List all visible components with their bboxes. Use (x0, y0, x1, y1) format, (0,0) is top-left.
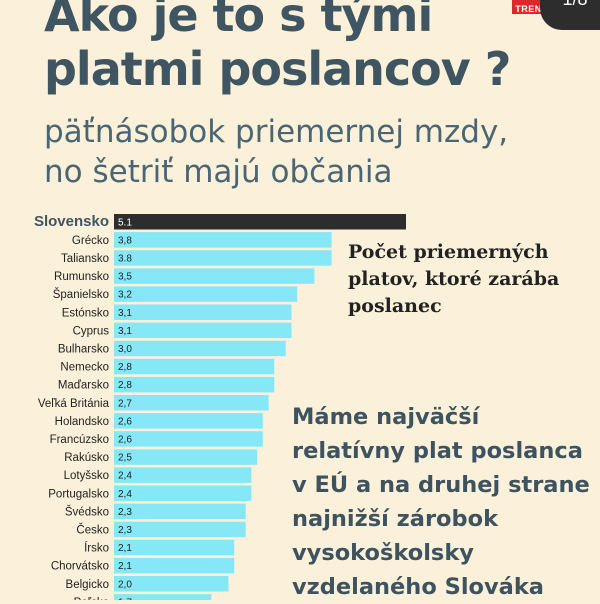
value-label-14: 2,4 (118, 471, 132, 482)
bar-6 (114, 322, 292, 339)
value-label-11: 2,6 (118, 416, 132, 427)
bar-9 (114, 376, 275, 393)
page-counter: 1/8 (540, 0, 600, 30)
category-label-19: Chorvátsko (51, 561, 109, 573)
category-label-16: Švédsko (65, 505, 109, 518)
value-label-2: 3.8 (118, 253, 132, 264)
page-subtitle: päťnásobok priemernej mzdy, no šetriť ma… (44, 112, 508, 192)
bar-10 (114, 395, 269, 411)
chart-legend-text: Počet priemerných platov, ktoré zarába p… (348, 239, 559, 320)
category-label-6: Cyprus (73, 325, 110, 337)
bar-8 (114, 358, 275, 375)
value-label-9: 2,8 (118, 380, 132, 391)
title-line-1: Ako je to s tými (44, 0, 433, 42)
category-label-11: Holandsko (55, 416, 109, 428)
bar-20 (114, 576, 229, 592)
value-label-20: 2,0 (118, 579, 132, 590)
category-label-10: Veľká Británia (38, 398, 110, 410)
category-label-0: Slovensko (34, 213, 109, 230)
bar-5 (114, 304, 292, 320)
category-label-20: Belgicko (66, 579, 109, 591)
bar-17 (114, 521, 246, 538)
value-label-21: 1,7 (118, 597, 132, 600)
category-label-21: Poľsko (74, 597, 109, 600)
value-label-15: 2,4 (118, 489, 132, 500)
value-label-5: 3,1 (118, 308, 132, 319)
bar-2 (114, 250, 332, 266)
category-label-15: Portugalsko (48, 488, 109, 500)
category-label-3: Rumunsko (54, 271, 109, 283)
value-label-16: 2,3 (118, 507, 132, 518)
bar-11 (114, 413, 263, 429)
bar-1 (114, 232, 332, 248)
value-label-8: 2,8 (118, 362, 132, 373)
value-label-12: 2,6 (118, 434, 132, 445)
category-label-8: Nemecko (60, 362, 109, 374)
bar-0 (114, 214, 406, 230)
bar-chart: Slovensko 5.1 Grécko 3,8 Taliansko 3.8 Rumunsk… (34, 213, 406, 600)
category-label-12: Francúzsko (50, 434, 109, 446)
bar-15 (114, 485, 252, 501)
bar-14 (114, 467, 252, 483)
category-label-4: Španielsko (53, 288, 109, 301)
category-label-9: Maďarsko (58, 380, 109, 392)
value-label-13: 2,5 (118, 453, 132, 464)
message-line-1: Máme najväčší (292, 404, 480, 430)
category-label-18: Írsko (84, 542, 109, 555)
bar-21 (114, 594, 212, 600)
bar-4 (114, 286, 298, 302)
value-label-4: 3,2 (118, 290, 132, 301)
category-label-5: Estónsko (62, 307, 109, 319)
value-label-6: 3,1 (118, 326, 132, 337)
message-line-5: vysokoškolsky (292, 540, 474, 566)
message-line-3: v EÚ a na druhej strane (292, 472, 590, 498)
category-label-1: Grécko (72, 235, 109, 247)
page-title: Ako je to s tými platmi poslancov ? (44, 0, 511, 96)
legend-line-1: Počet priemerných (348, 241, 549, 263)
value-label-0: 5.1 (118, 217, 132, 228)
bar-12 (114, 431, 263, 447)
bar-7 (114, 340, 286, 357)
bar-16 (114, 503, 246, 520)
value-label-7: 3,0 (118, 344, 132, 355)
message-line-4: najnižší zárobok (292, 506, 499, 532)
bar-19 (114, 557, 235, 574)
value-label-1: 3,8 (118, 235, 132, 246)
title-line-2: platmi poslancov ? (44, 42, 511, 96)
category-label-14: Lotyšsko (64, 470, 109, 482)
subtitle-line-1: päťnásobok priemernej mzdy, (44, 114, 509, 150)
bar-3 (114, 268, 315, 284)
key-message: Máme najväčší relatívny plat poslanca v … (292, 400, 590, 604)
value-label-17: 2,3 (118, 525, 132, 536)
legend-line-3: poslanec (348, 295, 442, 317)
value-label-19: 2,1 (118, 561, 132, 572)
message-line-2: relatívny plat poslanca (292, 438, 583, 464)
value-label-18: 2,1 (118, 543, 132, 554)
category-label-13: Rakúsko (64, 452, 109, 464)
value-label-3: 3,5 (118, 272, 132, 283)
value-label-10: 2,7 (118, 398, 132, 409)
category-label-7: Bulharsko (58, 343, 109, 355)
bar-18 (114, 539, 235, 556)
category-label-17: Česko (76, 523, 109, 536)
subtitle-line-2: no šetriť majú občania (44, 154, 393, 190)
legend-line-2: platov, ktoré zarába (348, 268, 560, 290)
message-line-6: vzdelaného Slováka (292, 574, 544, 600)
category-label-2: Taliansko (61, 253, 109, 265)
bar-13 (114, 449, 258, 465)
